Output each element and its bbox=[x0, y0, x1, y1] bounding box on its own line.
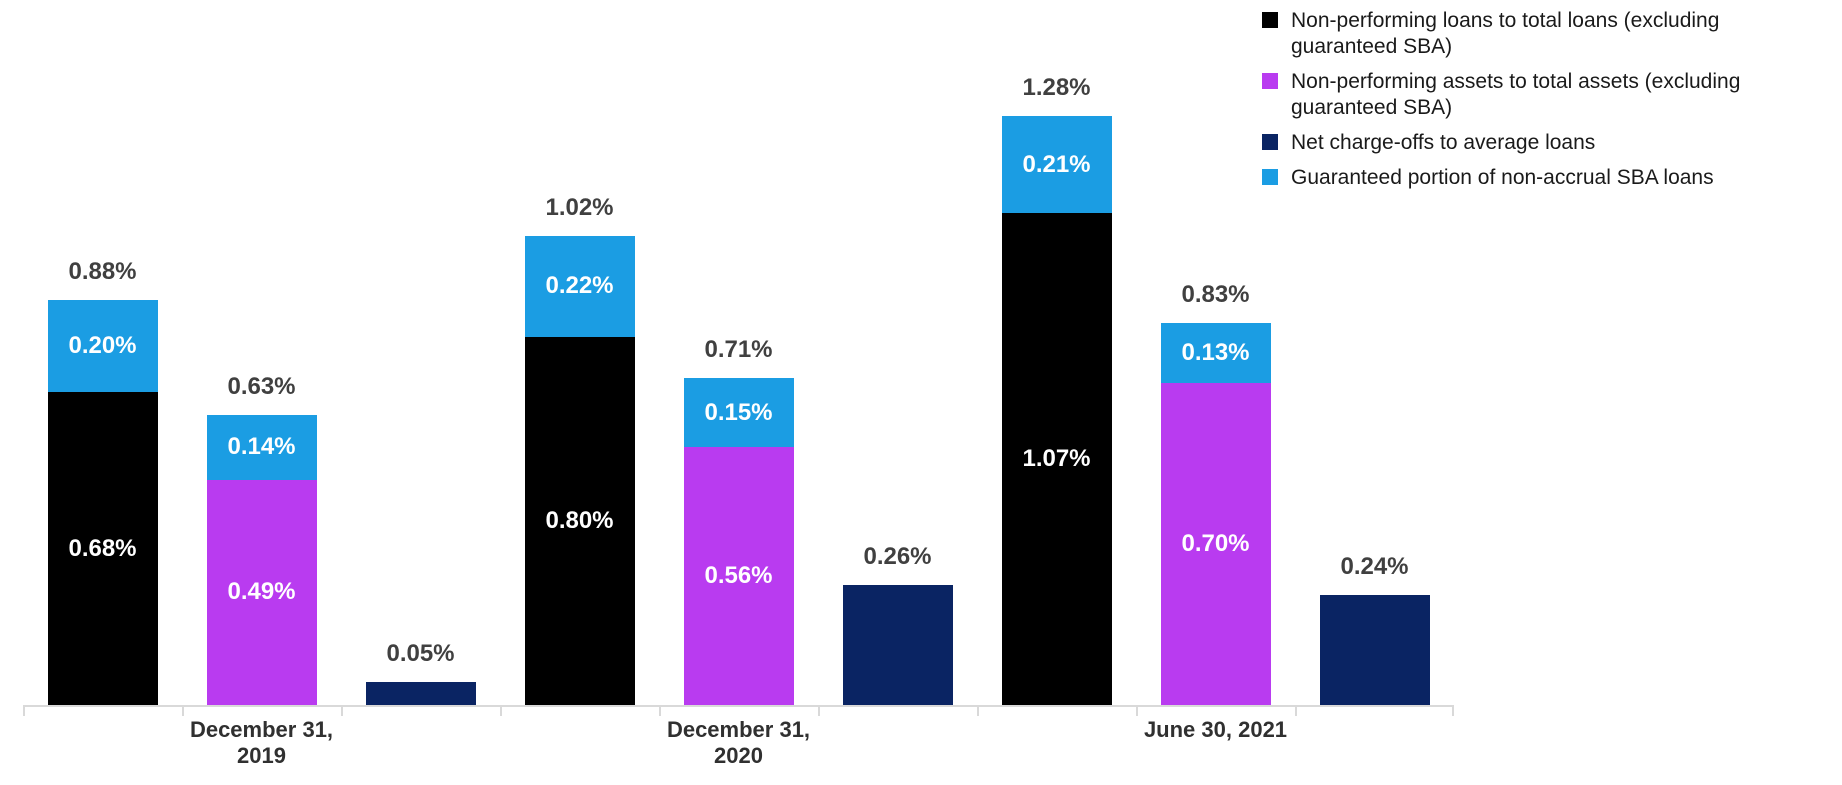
bar-total-label: 1.28% bbox=[1022, 74, 1091, 102]
legend-label: Guaranteed portion of non-accrual SBA lo… bbox=[1291, 165, 1714, 191]
legend-label-line: Non-performing assets to total assets (e… bbox=[1291, 70, 1741, 93]
x-axis-category-label-line: June 30, 2021 bbox=[1143, 717, 1288, 742]
stacked-bar bbox=[365, 682, 476, 705]
x-axis-category-label: December 31, 2019 bbox=[152, 717, 372, 769]
bar-slot: 0.71% 0.56% 0.15% bbox=[659, 40, 818, 705]
stacked-bar: 0.68% 0.20% bbox=[47, 300, 158, 705]
bar-segment-label: 0.56% bbox=[704, 562, 773, 590]
legend-label-line: guaranteed SBA) bbox=[1291, 96, 1453, 119]
bar-total-label: 0.71% bbox=[704, 336, 773, 364]
bar-slot: 0.88% 0.68% 0.20% bbox=[23, 40, 182, 705]
bar-slot: 1.28% 1.07% 0.21% bbox=[977, 40, 1136, 705]
bar-segment-label: 0.22% bbox=[545, 272, 614, 300]
bar-segment-label: 0.68% bbox=[68, 534, 137, 562]
x-axis-tick bbox=[1136, 707, 1138, 716]
legend-item: Guaranteed portion of non-accrual SBA lo… bbox=[1262, 165, 1740, 191]
stacked-bar: 0.56% 0.15% bbox=[683, 378, 794, 705]
plot-area: 0.88% 0.68% 0.20% 0.63% 0.49% 0.14% 0.05% 1.02%… bbox=[23, 40, 1454, 716]
bar-segment-label: 0.49% bbox=[227, 578, 296, 606]
bar-segment bbox=[365, 682, 476, 705]
bar-segment: 0.21% bbox=[1001, 116, 1112, 213]
bar-slot: 1.02% 0.80% 0.22% bbox=[500, 40, 659, 705]
legend-label: Net charge-offs to average loans bbox=[1291, 130, 1595, 156]
bar-segment-label: 0.14% bbox=[227, 433, 296, 461]
legend-swatch bbox=[1262, 73, 1278, 89]
stacked-bar: 0.70% 0.13% bbox=[1160, 323, 1271, 705]
x-axis-tick bbox=[182, 707, 184, 716]
bar-segment-label: 0.15% bbox=[704, 398, 773, 426]
legend-swatch bbox=[1262, 169, 1278, 185]
legend-swatch bbox=[1262, 134, 1278, 150]
x-axis-tick bbox=[1295, 707, 1297, 716]
bar-slot: 0.24% bbox=[1295, 40, 1454, 705]
bar-segment: 0.13% bbox=[1160, 323, 1271, 383]
stacked-bar: 0.49% 0.14% bbox=[206, 415, 317, 705]
bar-segment: 0.15% bbox=[683, 378, 794, 448]
bar-segment: 0.20% bbox=[47, 300, 158, 393]
x-axis-category-label-line: December 31, bbox=[666, 717, 811, 742]
bar-segment-label: 1.07% bbox=[1022, 444, 1091, 472]
bar-segment: 0.68% bbox=[47, 392, 158, 705]
bar-total-label: 0.83% bbox=[1181, 281, 1250, 309]
bar-segment bbox=[1319, 594, 1430, 705]
legend-item: Non-performing loans to total loans (exc… bbox=[1262, 8, 1740, 60]
bar-slot: 0.26% bbox=[818, 40, 977, 705]
bar-segment: 0.70% bbox=[1160, 383, 1271, 705]
stacked-bar bbox=[1319, 594, 1430, 705]
bar-total-label: 1.02% bbox=[545, 193, 614, 221]
x-axis-labels: December 31, 2019 December 31, 2020 June 30,… bbox=[23, 717, 1454, 777]
bar-slot: 0.83% 0.70% 0.13% bbox=[1136, 40, 1295, 705]
bar-segment: 0.14% bbox=[206, 415, 317, 480]
x-axis-tick bbox=[23, 707, 25, 716]
bar-segment-label: 0.80% bbox=[545, 507, 614, 534]
legend-label-line: Net charge-offs to average loans bbox=[1291, 131, 1596, 154]
bar-total-label: 0.88% bbox=[68, 258, 137, 286]
legend-label-line: Guaranteed portion of non-accrual SBA lo… bbox=[1291, 166, 1714, 189]
x-axis-tick bbox=[659, 707, 661, 716]
bar-segment-label: 0.20% bbox=[68, 332, 137, 360]
legend-label: Non-performing assets to total assets (e… bbox=[1291, 69, 1740, 121]
bar-slot: 0.63% 0.49% 0.14% bbox=[182, 40, 341, 705]
bar-segment: 1.07% bbox=[1001, 212, 1112, 705]
legend: Non-performing loans to total loans (exc… bbox=[1262, 8, 1740, 191]
legend-swatch bbox=[1262, 12, 1278, 28]
x-axis-tick bbox=[341, 707, 343, 716]
bar-segment: 0.22% bbox=[524, 235, 635, 337]
legend-label-line: guaranteed SBA) bbox=[1291, 35, 1453, 58]
bar-total-label: 0.63% bbox=[227, 373, 296, 401]
stacked-bar bbox=[842, 585, 953, 705]
legend-item: Non-performing assets to total assets (e… bbox=[1262, 69, 1740, 121]
x-axis-tick bbox=[977, 707, 979, 716]
x-axis-category-label: June 30, 2021 bbox=[1106, 717, 1326, 743]
stacked-bar: 1.07% 0.21% bbox=[1001, 116, 1112, 705]
x-axis-tick bbox=[1452, 707, 1454, 716]
bar-slot: 0.05% bbox=[341, 40, 500, 705]
x-axis-category-label: December 31, 2020 bbox=[629, 717, 849, 769]
x-axis-tick bbox=[818, 707, 820, 716]
bar-total-label: 0.26% bbox=[863, 543, 932, 571]
x-axis-category-label-line: December 31, bbox=[189, 717, 334, 742]
bar-segment bbox=[842, 585, 953, 705]
x-axis-tick bbox=[500, 707, 502, 716]
bar-total-label: 0.24% bbox=[1340, 552, 1409, 580]
x-axis-category-label-line: 2019 bbox=[237, 743, 286, 768]
bar-total-label: 0.05% bbox=[386, 640, 455, 667]
stacked-bar: 0.80% 0.22% bbox=[524, 235, 635, 705]
bar-segment: 0.56% bbox=[683, 447, 794, 705]
x-axis-category-label-line: 2020 bbox=[714, 743, 763, 768]
bar-segment-label: 0.70% bbox=[1181, 530, 1250, 557]
bar-segment: 0.80% bbox=[524, 337, 635, 705]
bar-segment-label: 0.13% bbox=[1181, 339, 1250, 367]
legend-item: Net charge-offs to average loans bbox=[1262, 130, 1740, 156]
bar-segment: 0.49% bbox=[206, 479, 317, 705]
legend-label-line: Non-performing loans to total loans (exc… bbox=[1291, 9, 1720, 32]
legend-label: Non-performing loans to total loans (exc… bbox=[1291, 8, 1719, 60]
bar-segment-label: 0.21% bbox=[1022, 150, 1091, 178]
